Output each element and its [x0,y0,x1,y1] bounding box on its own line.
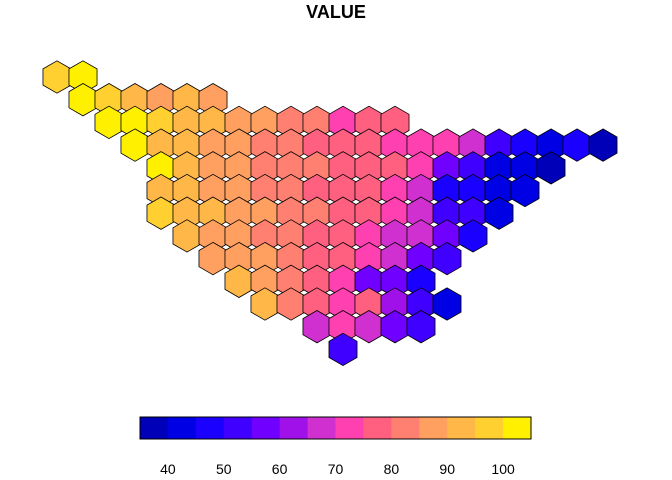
legend-color-cell [140,417,169,439]
legend-tick-labels: 40 50 60 70 80 90 100 [160,461,515,477]
legend-tick-label: 90 [439,461,455,477]
hex-cell [198,241,228,276]
legend-color-cell [335,417,364,439]
hex-cell [432,241,462,276]
legend-color-cell [363,417,392,439]
hex-cell [172,219,202,253]
hexagon-cells [42,60,618,367]
hex-cell [276,287,306,321]
legend-tick-label: 50 [216,461,232,477]
hex-cell [302,310,332,344]
hex-cell [380,310,410,344]
legend-tick-label: 80 [384,461,400,477]
legend-tick-label: 60 [272,461,288,477]
hex-cell [94,105,124,140]
hex-cell [328,332,358,367]
map-title: VALUE [306,2,366,22]
legend-frame [139,416,532,440]
color-legend: 40 50 60 70 80 90 100 [139,416,532,477]
hex-cell [250,287,280,321]
legend-color-cell [419,417,448,439]
legend-color-cell [503,417,532,439]
legend-color-cell [279,417,308,439]
legend-color-cell [223,417,253,439]
hex-cell [432,287,462,321]
hex-cell [354,310,384,344]
legend-color-cell [475,417,504,439]
legend-color-cell [447,417,476,439]
legend-color-cell [167,417,197,439]
hex-cell [68,83,98,117]
hex-cell [484,196,514,230]
hex-cell [224,264,254,298]
hex-cell [458,219,488,253]
legend-color-cell [251,417,281,439]
hex-cell [510,173,540,208]
hex-cell [588,128,618,162]
hex-cell [562,128,592,162]
hex-cell [146,196,176,230]
hex-cell [120,128,150,162]
legend-color-cell [307,417,336,439]
legend-tick-label: 70 [328,461,344,477]
hex-cell [42,60,72,94]
legend-tick-label: 40 [160,461,176,477]
legend-tick-label: 100 [491,461,515,477]
hex-cell [406,310,436,344]
legend-color-cell [391,417,420,439]
legend-color-cell [195,417,225,439]
hex-cell [536,151,566,185]
legend-color-bar [140,417,532,439]
